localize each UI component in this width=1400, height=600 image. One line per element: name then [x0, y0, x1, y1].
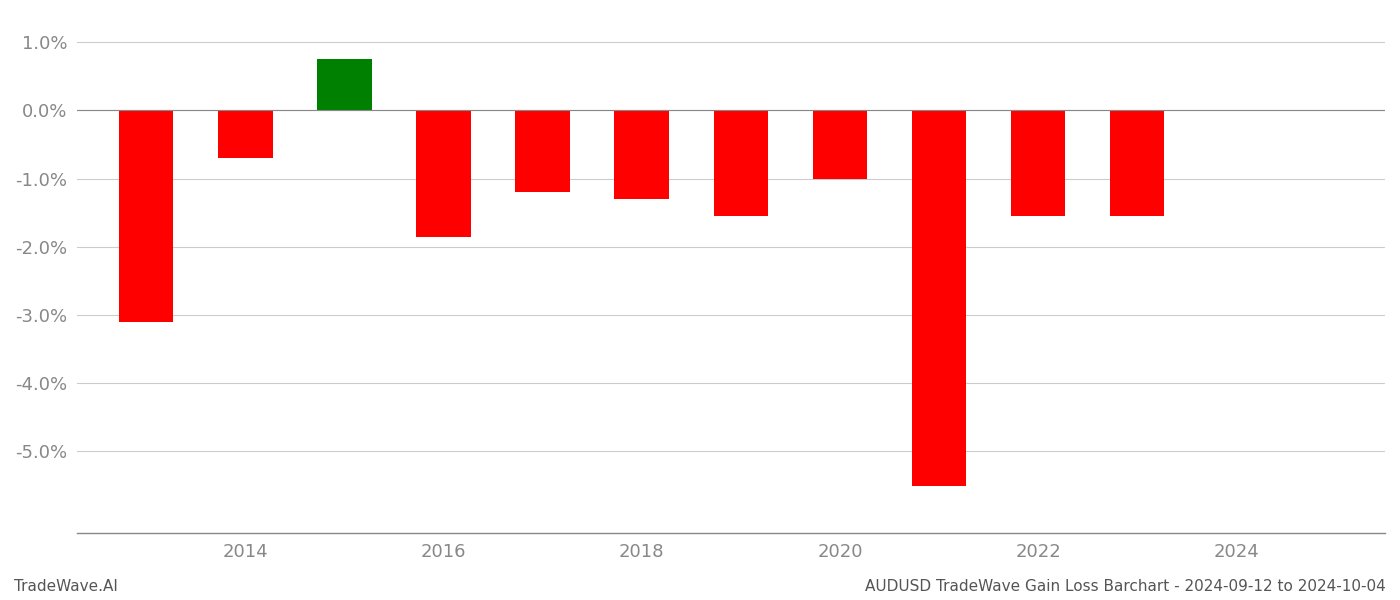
- Bar: [218, 110, 273, 158]
- Text: AUDUSD TradeWave Gain Loss Barchart - 2024-09-12 to 2024-10-04: AUDUSD TradeWave Gain Loss Barchart - 20…: [865, 579, 1386, 594]
- Bar: [714, 110, 769, 216]
- Bar: [812, 110, 867, 179]
- Bar: [416, 110, 470, 236]
- Text: TradeWave.AI: TradeWave.AI: [14, 579, 118, 594]
- Bar: [615, 110, 669, 199]
- Bar: [119, 110, 174, 322]
- Bar: [318, 59, 371, 110]
- Bar: [1110, 110, 1165, 216]
- Bar: [1011, 110, 1065, 216]
- Bar: [515, 110, 570, 193]
- Bar: [911, 110, 966, 485]
